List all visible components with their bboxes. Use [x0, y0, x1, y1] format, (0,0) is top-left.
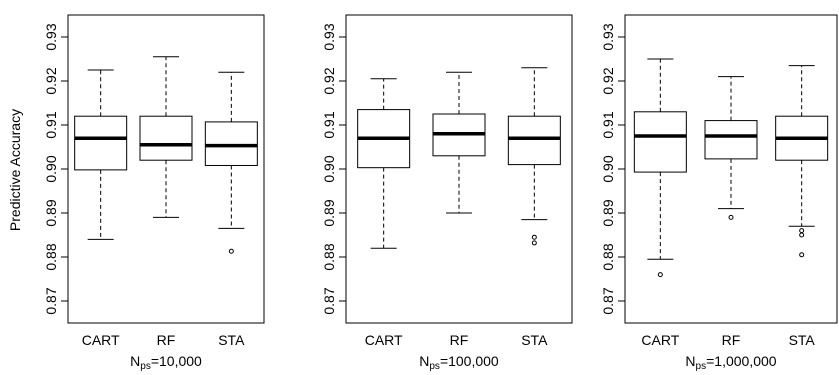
y-tick-label: 0.90	[43, 155, 59, 182]
y-tick-label: 0.89	[600, 199, 616, 226]
box-rf	[704, 76, 758, 220]
plot-frame	[345, 14, 573, 324]
x-axis-label: Nps=1,000,000	[685, 353, 776, 372]
outlier-point	[228, 248, 234, 254]
box-iqr	[139, 115, 193, 161]
box-rf	[139, 56, 193, 218]
box-iqr	[704, 120, 758, 160]
y-tick-label: 0.88	[43, 243, 59, 270]
y-tick-label: 0.87	[43, 287, 59, 314]
box-cart	[357, 78, 411, 249]
x-tick-label: CART	[82, 332, 120, 348]
y-tick-label: 0.89	[321, 199, 337, 226]
x-tick-label: CART	[365, 332, 403, 348]
outlier-point	[799, 252, 805, 258]
x-tick-label: STA	[521, 332, 548, 348]
x-tick-label: RF	[450, 332, 469, 348]
y-tick-label: 0.93	[600, 23, 616, 50]
y-tick-label: 0.92	[321, 67, 337, 94]
y-tick-label: 0.91	[600, 111, 616, 138]
x-tick-label: RF	[157, 332, 176, 348]
x-axis-label: Nps=10,000	[130, 353, 202, 372]
y-tick-label: 0.91	[43, 111, 59, 138]
box-iqr	[204, 121, 258, 166]
y-tick-label: 0.92	[43, 67, 59, 94]
box-cart	[74, 69, 128, 240]
outlier-point	[728, 214, 734, 220]
outlier-point	[657, 272, 663, 278]
y-tick-label: 0.92	[600, 67, 616, 94]
y-tick-label: 0.88	[600, 243, 616, 270]
box-iqr	[507, 115, 561, 166]
outlier-point	[799, 228, 805, 234]
y-tick-label: 0.93	[321, 23, 337, 50]
box-cart	[633, 58, 687, 278]
x-tick-label: CART	[641, 332, 679, 348]
box-iqr	[633, 111, 687, 173]
panel-2: 0.87 0.88 0.89 0.90 0.91 0.92 0.93 CART RF STA Nps…	[321, 14, 573, 372]
outlier-point	[531, 240, 537, 246]
panel-1: 0.87 0.88 0.89 0.90 0.91 0.92 0.93 CART RF STA Nps…	[43, 14, 265, 372]
x-tick-label: RF	[722, 332, 741, 348]
y-tick-label: 0.87	[600, 287, 616, 314]
x-axis-label: Nps=100,000	[419, 353, 499, 372]
panel-3: 0.87 0.88 0.89 0.90 0.91 0.92 0.93 CART RF STA Nps…	[600, 14, 838, 372]
box-sta	[775, 65, 829, 258]
y-tick-label: 0.91	[321, 111, 337, 138]
y-tick-label: 0.93	[43, 23, 59, 50]
y-tick-label: 0.90	[321, 155, 337, 182]
x-tick-label: STA	[789, 332, 816, 348]
y-tick-label: 0.90	[600, 155, 616, 182]
outlier-point	[531, 234, 537, 240]
box-iqr	[74, 115, 128, 171]
y-tick-label: 0.87	[321, 287, 337, 314]
box-sta	[507, 67, 561, 246]
outlier-point	[799, 232, 805, 238]
y-tick-label: 0.88	[321, 243, 337, 270]
x-tick-label: STA	[218, 332, 245, 348]
box-rf	[432, 71, 486, 214]
y-tick-label: 0.89	[43, 199, 59, 226]
box-sta	[204, 71, 258, 254]
y-axis-label: Predictive Accuracy	[7, 109, 23, 231]
